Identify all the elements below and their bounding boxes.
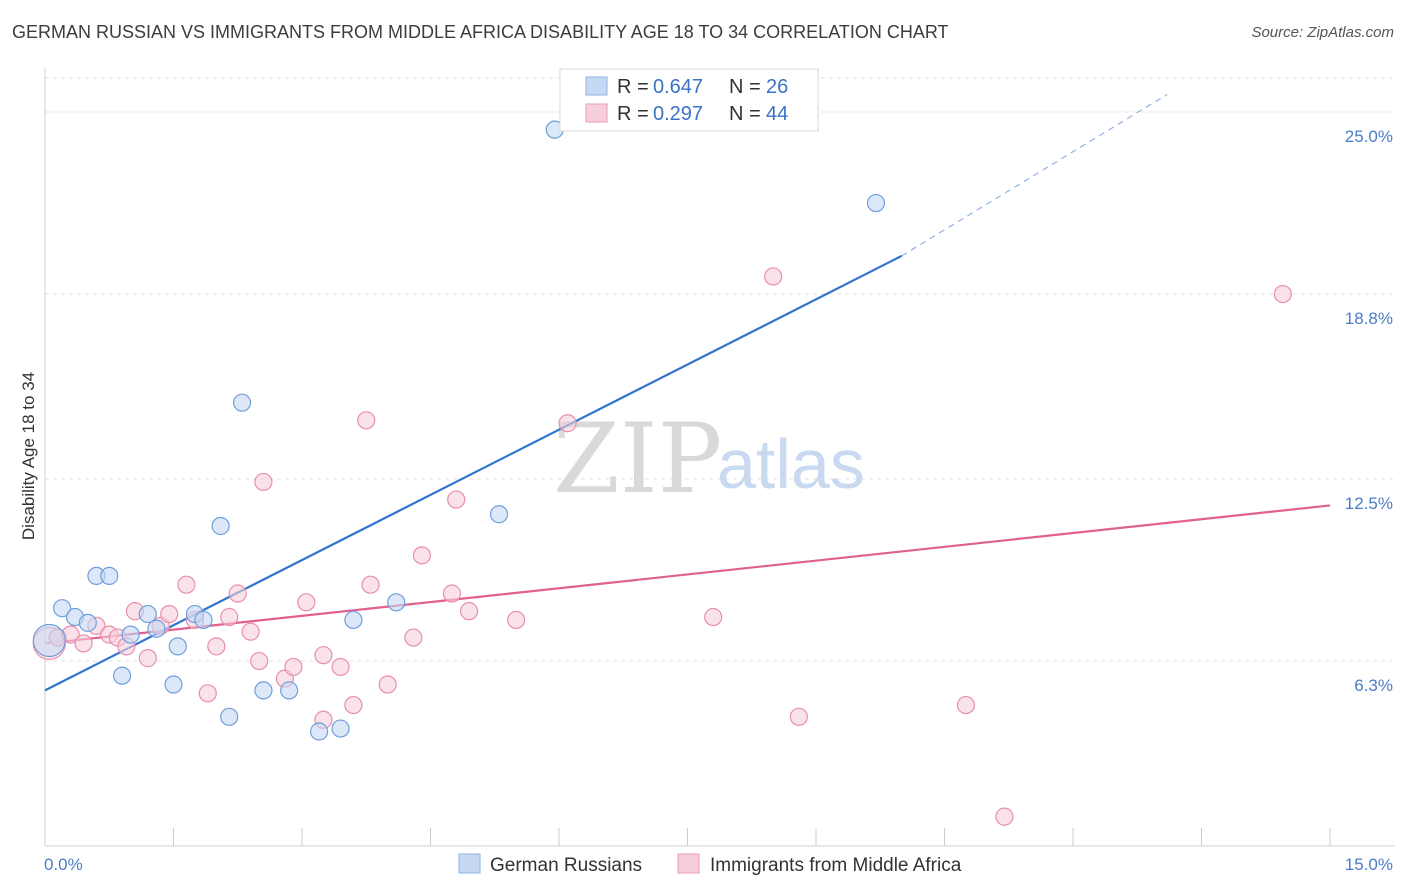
point-german-russians <box>147 619 166 638</box>
watermark-zip: ZIP <box>553 403 722 515</box>
legend-r-label-1: R = <box>617 76 649 98</box>
point-german-russians <box>121 625 140 644</box>
point-immigrants-middle-africa <box>250 651 269 671</box>
point-german-russians <box>194 610 213 630</box>
legend-r-value-1: 0.647 <box>653 76 703 98</box>
y-tick-label: 18.8% <box>1345 309 1393 328</box>
point-german-russians <box>112 666 132 685</box>
point-immigrants-middle-africa <box>228 584 247 603</box>
point-immigrants-middle-africa <box>995 807 1014 826</box>
watermark-atlas: atlas <box>717 425 865 503</box>
point-immigrants-middle-africa <box>254 472 273 492</box>
point-german-russians <box>164 675 183 694</box>
legend-n-value-1: 26 <box>766 76 788 98</box>
legend-bottom: German Russians Immigrants from Middle A… <box>458 853 962 876</box>
x-ticks <box>44 828 1331 846</box>
point-german-russians <box>232 393 252 412</box>
legend-swatch-blue <box>585 76 608 96</box>
legend-r-value-2: 0.297 <box>653 103 703 125</box>
point-immigrants-middle-africa <box>361 575 380 594</box>
point-immigrants-middle-africa <box>404 628 423 647</box>
source-label: Source: ZipAtlas.com <box>1251 24 1394 41</box>
point-german-russians <box>220 707 239 726</box>
point-immigrants-middle-africa <box>459 602 479 621</box>
point-immigrants-middle-africa <box>442 584 462 603</box>
point-immigrants-middle-africa <box>220 607 239 627</box>
watermark: ZIP atlas <box>553 403 865 515</box>
y-tick-label: 12.5% <box>1345 494 1393 513</box>
point-german-russians <box>138 604 157 624</box>
trend-line-german-russians-extension <box>901 93 1168 257</box>
legend-n-label-1: N = <box>729 76 761 98</box>
point-german-russians <box>280 681 299 700</box>
y-tick-labels: 6.3% 12.5% 18.8% 25.0% <box>1345 127 1393 695</box>
y-tick-label: 25.0% <box>1345 127 1393 146</box>
point-immigrants-middle-africa <box>314 646 333 665</box>
x-tick-labels: 0.0% 15.0% <box>44 855 1393 874</box>
legend-bottom-swatch-blue <box>458 853 481 874</box>
point-immigrants-middle-africa <box>558 414 577 433</box>
point-german-russians <box>344 610 363 630</box>
point-immigrants-middle-africa <box>74 634 93 653</box>
point-german-russians <box>866 193 886 213</box>
point-german-russians <box>331 719 350 738</box>
legend-bottom-swatch-pink <box>677 853 700 874</box>
point-german-russians <box>387 593 406 612</box>
grid-lines <box>45 77 1395 662</box>
point-immigrants-middle-africa <box>412 546 432 565</box>
legend-swatch-pink <box>585 103 608 123</box>
point-german-russians <box>168 637 187 656</box>
point-immigrants-middle-africa <box>507 610 526 630</box>
x-tick-label-min: 0.0% <box>44 855 83 874</box>
y-axis-label: Disability Age 18 to 34 <box>19 372 38 540</box>
point-immigrants-middle-africa <box>207 637 226 656</box>
point-immigrants-middle-africa <box>177 575 196 594</box>
legend-n-label-2: N = <box>729 103 761 125</box>
point-immigrants-middle-africa <box>378 675 397 694</box>
point-immigrants-middle-africa <box>344 695 363 715</box>
trend-line-immigrants-middle-africa <box>44 504 1331 645</box>
legend-n-value-2: 44 <box>766 103 788 125</box>
legend-r-label-2: R = <box>617 103 649 125</box>
chart-title: GERMAN RUSSIAN VS IMMIGRANTS FROM MIDDLE… <box>12 22 949 42</box>
point-german-russians <box>32 623 66 658</box>
point-immigrants-middle-africa <box>138 649 157 668</box>
point-immigrants-middle-africa <box>447 490 466 509</box>
point-immigrants-middle-africa <box>789 707 808 726</box>
y-tick-label: 6.3% <box>1354 676 1393 695</box>
point-immigrants-middle-africa <box>198 684 217 703</box>
point-german-russians <box>254 681 273 700</box>
x-tick-label-max: 15.0% <box>1345 855 1393 874</box>
point-immigrants-middle-africa <box>704 607 723 627</box>
point-immigrants-middle-africa <box>1273 284 1292 304</box>
legend-bottom-label-1: German Russians <box>490 855 642 876</box>
point-immigrants-middle-africa <box>160 604 179 624</box>
point-immigrants-middle-africa <box>357 411 376 430</box>
point-immigrants-middle-africa <box>297 593 316 612</box>
axes <box>44 68 1395 847</box>
point-immigrants-middle-africa <box>241 622 260 641</box>
point-immigrants-middle-africa <box>284 657 303 677</box>
point-german-russians <box>489 505 509 524</box>
point-german-russians <box>211 516 230 536</box>
point-german-russians <box>78 613 97 632</box>
legend-bottom-label-2: Immigrants from Middle Africa <box>710 855 962 876</box>
point-german-russians <box>100 566 119 586</box>
point-german-russians <box>310 722 329 741</box>
point-immigrants-middle-africa <box>956 695 976 715</box>
legend-top: R = 0.647 N = 26 R = 0.297 N = 44 <box>559 68 819 132</box>
point-german-russians <box>53 599 72 618</box>
point-immigrants-middle-africa <box>764 267 783 286</box>
point-immigrants-middle-africa <box>331 657 350 677</box>
data-points <box>32 120 1292 826</box>
